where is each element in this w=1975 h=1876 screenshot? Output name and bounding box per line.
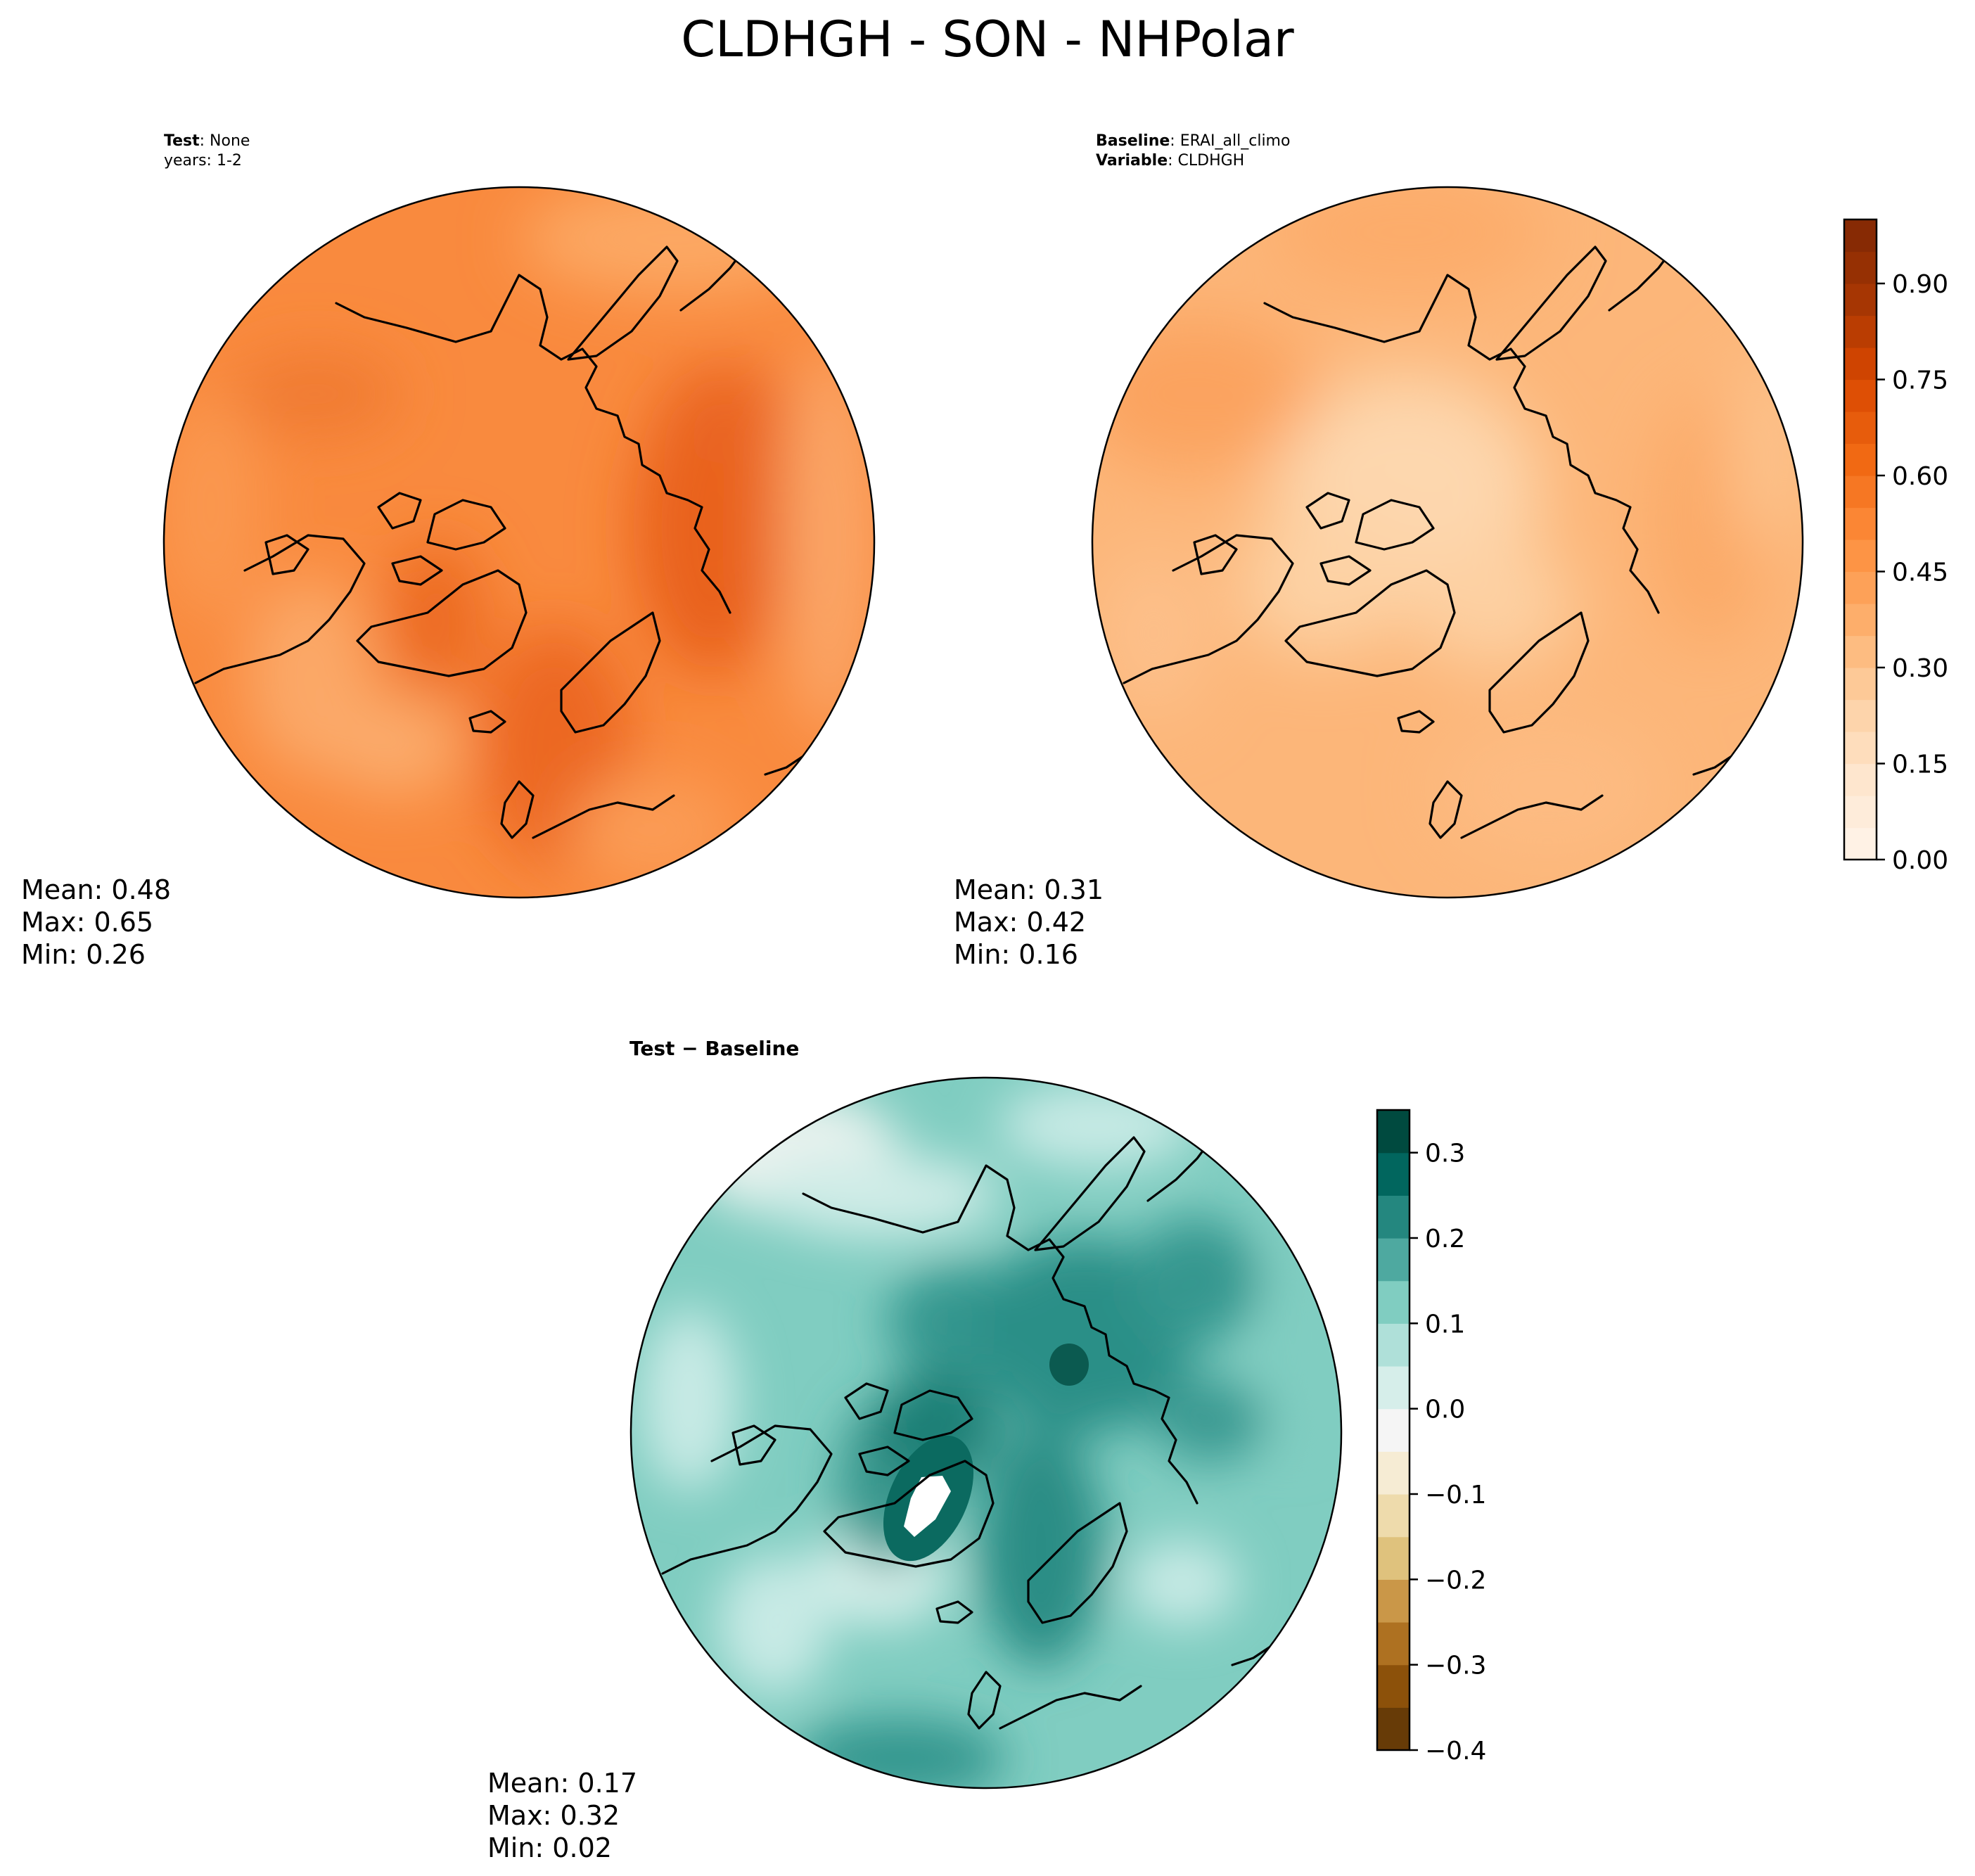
oranges-colorbar-level xyxy=(1844,699,1877,732)
oranges-colorbar-level xyxy=(1844,443,1877,476)
difference-map-border xyxy=(629,1076,1343,1789)
test-map-border xyxy=(162,186,876,899)
oranges-colorbar-level xyxy=(1844,219,1877,253)
oranges-colorbar-level xyxy=(1844,476,1877,509)
baseline-header: Baseline: ERAI_all_climo xyxy=(1096,132,1290,150)
oranges-colorbar-level xyxy=(1844,604,1877,637)
oranges-colorbar-tick-label: 0.00 xyxy=(1892,846,1948,875)
oranges-colorbar-tick-label: 0.90 xyxy=(1892,270,1948,299)
oranges-colorbar-tick-label: 0.60 xyxy=(1892,462,1948,491)
brbg-colorbar-tick-label: 0.2 xyxy=(1425,1225,1465,1253)
test-header-value: : None xyxy=(200,132,250,150)
test-stat-min: Min: 0.26 xyxy=(21,939,146,970)
oranges-colorbar: 0.00 0.15 0.30 0.45 0.60 0.75 0.90 xyxy=(1843,218,1948,875)
oranges-colorbar-level xyxy=(1844,763,1877,796)
baseline-panel: Baseline: ERAI_all_climo Variable: CLDHG… xyxy=(954,132,1948,970)
difference-map xyxy=(631,1078,1341,1788)
oranges-colorbar-level xyxy=(1844,347,1877,381)
baseline-header-value: : ERAI_all_climo xyxy=(1170,132,1290,150)
variable-header-label: Variable xyxy=(1096,152,1168,170)
test-stat-mean: Mean: 0.48 xyxy=(21,874,171,905)
brbg-colorbar: −0.4 −0.3 −0.2 −0.1 0.0 0.1 0.2 0.3 xyxy=(1376,1109,1486,1766)
brbg-colorbar-level xyxy=(1377,1664,1410,1708)
brbg-colorbar-level xyxy=(1377,1579,1410,1623)
oranges-colorbar-frame xyxy=(1843,218,1878,861)
difference-stat-min: Min: 0.02 xyxy=(487,1832,612,1863)
brbg-colorbar-tick-label: 0.0 xyxy=(1425,1396,1465,1424)
brbg-colorbar-frame xyxy=(1376,1109,1411,1751)
difference-dark-patch xyxy=(1049,1344,1089,1386)
test-header-years: years: 1-2 xyxy=(164,152,242,170)
brbg-colorbar-level xyxy=(1377,1366,1410,1410)
oranges-colorbar-level xyxy=(1844,540,1877,573)
brbg-colorbar-level xyxy=(1377,1152,1410,1196)
test-map xyxy=(164,187,874,898)
baseline-stat-min: Min: 0.16 xyxy=(954,939,1078,970)
test-header-label: Test xyxy=(164,132,200,150)
oranges-colorbar-tick-label: 0.30 xyxy=(1892,654,1948,683)
brbg-colorbar-tick-label: −0.2 xyxy=(1425,1566,1486,1595)
test-stat-max: Max: 0.65 xyxy=(21,907,153,938)
difference-header: Test − Baseline xyxy=(629,1037,799,1060)
oranges-colorbar-level xyxy=(1844,315,1877,348)
oranges-colorbar-level xyxy=(1844,411,1877,445)
difference-stat-max: Max: 0.32 xyxy=(487,1800,620,1831)
brbg-colorbar-level xyxy=(1377,1494,1410,1538)
oranges-colorbar-level xyxy=(1844,379,1877,412)
brbg-colorbar-level xyxy=(1377,1195,1410,1239)
brbg-colorbar-level xyxy=(1377,1622,1410,1666)
brbg-colorbar-tick-label: 0.3 xyxy=(1425,1140,1465,1168)
figure-title: CLDHGH - SON - NHPolar xyxy=(681,11,1294,68)
baseline-header-label: Baseline xyxy=(1096,132,1170,150)
brbg-colorbar-tick-label: −0.1 xyxy=(1425,1481,1486,1510)
oranges-colorbar-level xyxy=(1844,635,1877,668)
brbg-colorbar-level xyxy=(1377,1408,1410,1452)
variable-header-value: : CLDHGH xyxy=(1168,152,1244,170)
brbg-colorbar-level xyxy=(1377,1536,1410,1580)
brbg-colorbar-tick-label: −0.3 xyxy=(1425,1652,1486,1680)
brbg-colorbar-level xyxy=(1377,1110,1410,1154)
oranges-colorbar-level xyxy=(1844,283,1877,317)
baseline-map xyxy=(1092,187,1803,898)
oranges-colorbar-level xyxy=(1844,732,1877,765)
oranges-colorbar-tick-label: 0.15 xyxy=(1892,751,1948,779)
oranges-colorbar-level xyxy=(1844,668,1877,701)
brbg-colorbar-level xyxy=(1377,1238,1410,1282)
test-header: Test: None xyxy=(164,132,250,150)
brbg-colorbar-level xyxy=(1377,1707,1410,1751)
difference-panel: Test − Baseline xyxy=(487,1037,1486,1863)
oranges-colorbar-tick-label: 0.45 xyxy=(1892,559,1948,587)
oranges-colorbar-level xyxy=(1844,507,1877,540)
variable-header: Variable: CLDHGH xyxy=(1096,152,1244,170)
brbg-colorbar-tick-label: −0.4 xyxy=(1425,1737,1486,1766)
brbg-colorbar-level xyxy=(1377,1451,1410,1495)
oranges-colorbar-tick-label: 0.75 xyxy=(1892,366,1948,395)
difference-missing-region xyxy=(904,1476,951,1537)
test-panel: Test: None years: 1-2 Mean: 0.48 Max: 0.… xyxy=(21,132,876,970)
baseline-stat-mean: Mean: 0.31 xyxy=(954,874,1104,905)
brbg-colorbar-level xyxy=(1377,1323,1410,1367)
oranges-colorbar-level xyxy=(1844,251,1877,284)
oranges-colorbar-level xyxy=(1844,571,1877,604)
oranges-colorbar-level xyxy=(1844,796,1877,829)
difference-stat-mean: Mean: 0.17 xyxy=(487,1768,637,1799)
baseline-stat-max: Max: 0.42 xyxy=(954,907,1086,938)
brbg-colorbar-tick-label: 0.1 xyxy=(1425,1310,1465,1339)
oranges-colorbar-level xyxy=(1844,827,1877,860)
brbg-colorbar-level xyxy=(1377,1280,1410,1324)
baseline-map-border xyxy=(1091,186,1804,899)
